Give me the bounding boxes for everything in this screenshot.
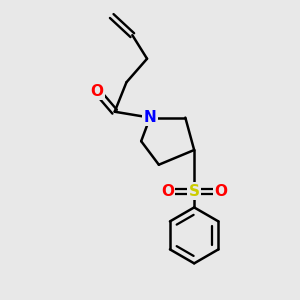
Text: O: O: [214, 184, 227, 199]
Text: O: O: [161, 184, 174, 199]
Text: O: O: [91, 84, 103, 99]
Text: S: S: [189, 184, 200, 199]
Text: N: N: [144, 110, 156, 125]
